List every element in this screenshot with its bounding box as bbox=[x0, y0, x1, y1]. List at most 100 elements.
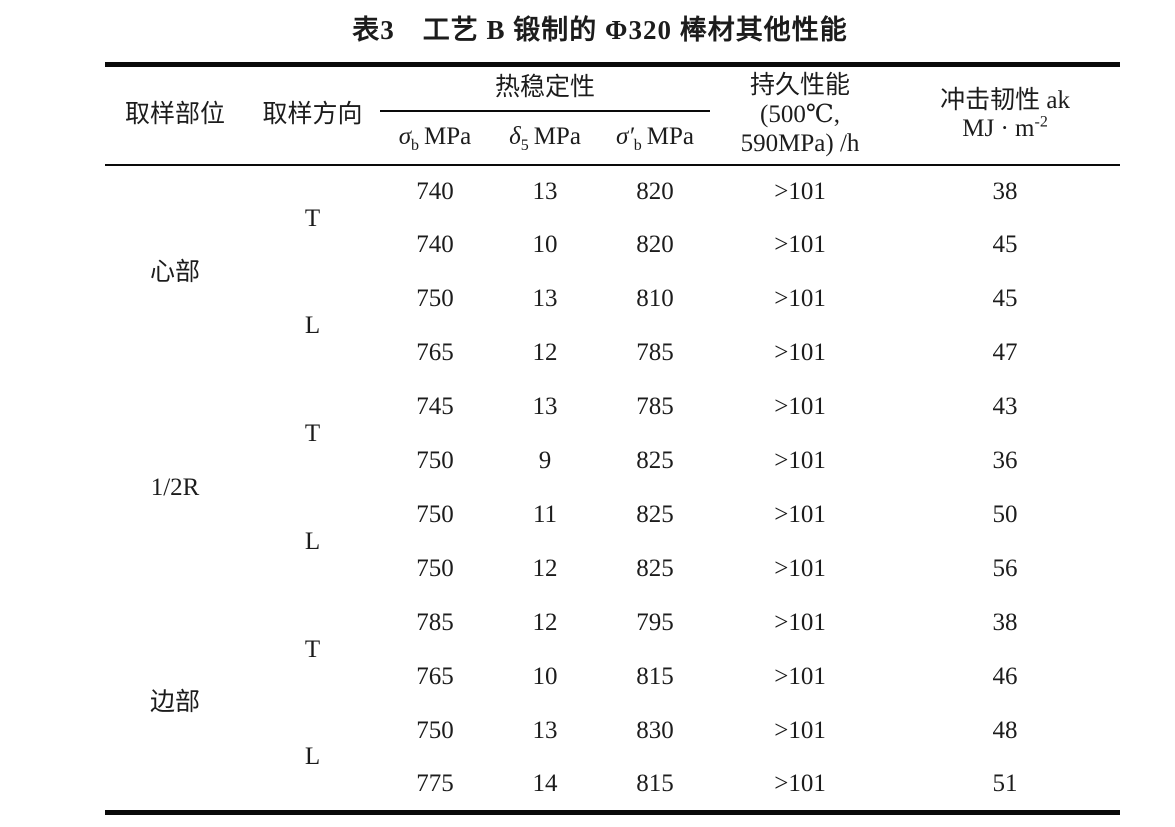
impact-line1: 冲击韧性 ak bbox=[940, 86, 1070, 114]
cell-endurance: >101 bbox=[774, 339, 826, 367]
cell-impact: 48 bbox=[992, 717, 1018, 745]
cell-endurance: >101 bbox=[774, 447, 826, 475]
sigma-b-subscript: b bbox=[411, 137, 420, 155]
endurance-line3: 590MPa) /h bbox=[740, 129, 860, 157]
cell-endurance: >101 bbox=[774, 285, 826, 313]
cell-impact: 56 bbox=[992, 555, 1018, 583]
cell-endurance: >101 bbox=[774, 231, 826, 259]
cell-sigma-b-prime: 785 bbox=[636, 393, 674, 421]
cell-sigma-b: 785 bbox=[416, 609, 454, 637]
cell-sigma-b-prime: 795 bbox=[636, 609, 674, 637]
cell-endurance: >101 bbox=[774, 393, 826, 421]
cell-sigma-b-prime: 825 bbox=[636, 447, 674, 475]
table-row: 1/2R T 745 13 785 >101 43 bbox=[105, 381, 1120, 501]
cell-impact: 45 bbox=[992, 231, 1018, 259]
cell-sigma-b: 750 bbox=[416, 717, 454, 745]
cell-impact: 43 bbox=[992, 393, 1018, 421]
cell-impact: 46 bbox=[992, 663, 1018, 691]
cell-sigma-b-prime: 815 bbox=[636, 663, 674, 691]
cell-endurance: >101 bbox=[774, 769, 826, 797]
cell-impact: 36 bbox=[992, 447, 1018, 475]
cell-impact: 47 bbox=[992, 339, 1018, 367]
table-header: 取样部位 取样方向 热稳定性 持久性能 (500℃, 590MPa) /h 冲击… bbox=[105, 64, 1121, 165]
cell-sigma-b-prime: 820 bbox=[636, 231, 674, 259]
header-sigma-b: σb MPa bbox=[380, 111, 490, 165]
endurance-line1: 持久性能 bbox=[750, 72, 851, 100]
sigma-b-prime-symbol: σ′ bbox=[615, 123, 634, 151]
table-row: L 750 13 810 >101 45 bbox=[105, 273, 1120, 339]
cell-location: 边部 bbox=[149, 688, 200, 716]
table-row: L 750 13 830 >101 48 bbox=[105, 705, 1120, 770]
cell-sigma-b: 750 bbox=[416, 447, 454, 475]
cell-sigma-b: 740 bbox=[416, 231, 454, 259]
sigma-b-symbol: σ bbox=[398, 123, 412, 151]
header-delta-5: δ5 MPa bbox=[490, 111, 600, 165]
cell-direction: L bbox=[304, 528, 321, 556]
cell-sigma-b: 765 bbox=[416, 339, 454, 367]
table-row: 750 9 825 >101 36 bbox=[105, 435, 1120, 489]
cell-direction: L bbox=[304, 312, 321, 340]
cell-sigma-b-prime: 825 bbox=[636, 501, 674, 529]
cell-delta-5: 12 bbox=[532, 555, 558, 583]
table-row: 750 12 825 >101 56 bbox=[105, 543, 1120, 597]
cell-sigma-b: 765 bbox=[416, 663, 454, 691]
cell-sigma-b-prime: 810 bbox=[636, 285, 674, 313]
cell-location: 1/2R bbox=[150, 474, 200, 502]
cell-impact: 51 bbox=[992, 769, 1018, 797]
cell-endurance: >101 bbox=[774, 663, 826, 691]
delta-5-subscript: 5 bbox=[520, 137, 529, 155]
cell-endurance: >101 bbox=[774, 609, 826, 637]
cell-impact: 45 bbox=[992, 285, 1018, 313]
header-thermal-stability: 热稳定性 bbox=[380, 64, 711, 112]
cell-delta-5: 13 bbox=[532, 177, 558, 205]
sigma-b-prime-unit: MPa bbox=[646, 123, 695, 151]
impact-unit-base: MJ · m bbox=[962, 115, 1035, 143]
properties-table: 取样部位 取样方向 热稳定性 持久性能 (500℃, 590MPa) /h 冲击… bbox=[105, 62, 1121, 815]
delta-5-unit: MPa bbox=[533, 123, 581, 151]
table-row: 775 14 815 >101 51 bbox=[105, 759, 1120, 813]
cell-delta-5: 12 bbox=[532, 339, 558, 367]
cell-sigma-b-prime: 785 bbox=[636, 339, 674, 367]
endurance-line2: (500℃, bbox=[760, 100, 841, 128]
cell-endurance: >101 bbox=[774, 555, 826, 583]
sigma-b-prime-subscript: b bbox=[633, 137, 642, 155]
table-row: L 750 11 825 >101 50 bbox=[105, 489, 1120, 555]
cell-delta-5: 13 bbox=[532, 285, 558, 313]
cell-sigma-b-prime: 825 bbox=[636, 555, 674, 583]
cell-delta-5: 13 bbox=[532, 393, 558, 421]
header-impact-toughness: 冲击韧性 ak MJ · m-2 bbox=[890, 65, 1120, 165]
header-location: 取样部位 bbox=[124, 100, 225, 128]
cell-delta-5: 14 bbox=[532, 769, 558, 797]
cell-sigma-b-prime: 815 bbox=[636, 769, 674, 797]
impact-unit-exponent: -2 bbox=[1034, 113, 1048, 131]
cell-endurance: >101 bbox=[774, 717, 826, 745]
header-sigma-b-prime: σ′b MPa bbox=[600, 111, 710, 165]
cell-impact: 38 bbox=[992, 177, 1018, 205]
cell-delta-5: 10 bbox=[532, 231, 558, 259]
cell-direction: T bbox=[304, 420, 321, 448]
cell-location: 心部 bbox=[149, 258, 200, 286]
impact-line2: MJ · m-2 bbox=[890, 113, 1120, 144]
cell-sigma-b: 750 bbox=[416, 555, 454, 583]
table-row: 740 10 820 >101 45 bbox=[105, 219, 1120, 273]
delta-5-symbol: δ bbox=[509, 123, 521, 151]
cell-sigma-b: 750 bbox=[416, 501, 454, 529]
cell-sigma-b: 740 bbox=[416, 177, 454, 205]
table-row: 765 10 815 >101 46 bbox=[105, 651, 1120, 705]
cell-sigma-b: 750 bbox=[416, 285, 454, 313]
cell-endurance: >101 bbox=[774, 177, 826, 205]
cell-sigma-b: 745 bbox=[416, 393, 454, 421]
cell-delta-5: 11 bbox=[532, 501, 558, 529]
cell-delta-5: 13 bbox=[532, 717, 558, 745]
cell-delta-5: 10 bbox=[532, 663, 558, 691]
cell-sigma-b-prime: 830 bbox=[636, 717, 674, 745]
table-row: 心部 T 740 13 820 >101 38 bbox=[105, 165, 1120, 286]
cell-sigma-b: 775 bbox=[416, 769, 454, 797]
cell-endurance: >101 bbox=[774, 501, 826, 529]
table-body: 心部 T 740 13 820 >101 38 740 10 820 >101 … bbox=[105, 165, 1120, 813]
cell-direction: L bbox=[304, 742, 321, 770]
header-endurance: 持久性能 (500℃, 590MPa) /h bbox=[710, 65, 890, 165]
header-direction: 取样方向 bbox=[262, 100, 363, 128]
cell-direction: T bbox=[304, 636, 321, 664]
